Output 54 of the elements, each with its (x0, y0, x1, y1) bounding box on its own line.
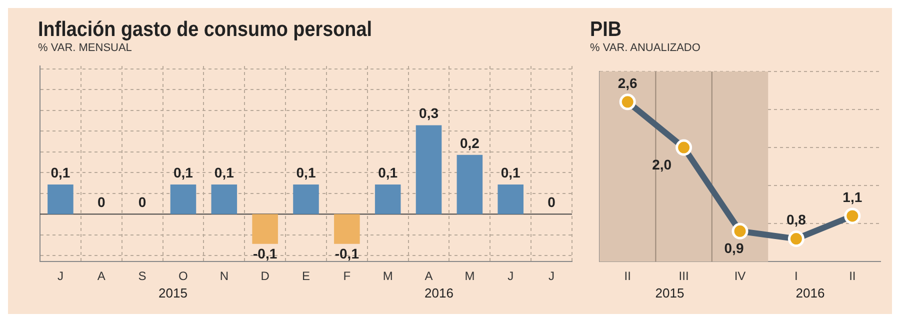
data-label: 0,1 (173, 164, 194, 180)
data-label: 0,8 (786, 212, 806, 228)
x-tick-label: F (343, 269, 351, 284)
bar (334, 214, 360, 244)
x-tick-label: S (138, 269, 146, 284)
text: 2016 (424, 286, 454, 301)
x-tick-label: A (97, 269, 106, 284)
chart-subtitle: % VAR. ANUALIZADO (590, 42, 702, 54)
x-tick-label: I (794, 269, 798, 284)
bar (211, 184, 238, 214)
data-label: 2,0 (652, 156, 672, 172)
x-tick-label: M (464, 269, 475, 284)
text: 2016 (796, 286, 825, 301)
data-label: 0 (138, 194, 146, 210)
x-tick-label: D (260, 269, 270, 284)
data-label: -0,1 (253, 246, 278, 262)
x-tick-label: J (508, 269, 514, 284)
bar (170, 184, 196, 214)
data-label: -0,1 (334, 246, 360, 262)
data-label: 1,1 (842, 188, 862, 205)
data-label: 0,9 (724, 240, 744, 256)
x-tick-label: III (678, 269, 689, 284)
x-tick-label: A (424, 269, 433, 284)
chart-subtitle: % VAR. MENSUAL (38, 42, 133, 54)
text: 2015 (158, 286, 188, 301)
x-tick-label: E (302, 269, 310, 284)
bar (252, 214, 278, 244)
data-label: 0,1 (296, 164, 316, 180)
data-label: 0,1 (50, 164, 70, 180)
bar (48, 184, 74, 214)
bar (416, 125, 442, 214)
data-label: 0,3 (419, 105, 439, 122)
data-label: 0 (548, 194, 556, 210)
data-label: 2,6 (618, 74, 638, 91)
chart-title: Inflación gasto de consumo personal (38, 18, 373, 42)
x-tick-label: J (57, 269, 64, 284)
x-tick-label: II (624, 269, 631, 284)
bar (374, 184, 401, 214)
bar (293, 184, 319, 214)
text: 2015 (655, 286, 684, 301)
x-tick-label: M (382, 269, 393, 284)
x-tick-label: J (548, 269, 555, 284)
chart-title: PIB (590, 18, 623, 42)
bar (456, 154, 483, 214)
data-label: 0 (97, 194, 106, 210)
data-label: 0,1 (214, 164, 234, 180)
data-label: 0,2 (460, 134, 480, 151)
data-label: 0,1 (378, 164, 398, 180)
bar (498, 184, 524, 214)
data-label: 0,1 (500, 164, 521, 180)
x-tick-label: IV (734, 269, 746, 284)
x-tick-label: II (849, 269, 856, 284)
x-tick-label: N (220, 269, 228, 284)
x-tick-label: O (178, 269, 188, 284)
